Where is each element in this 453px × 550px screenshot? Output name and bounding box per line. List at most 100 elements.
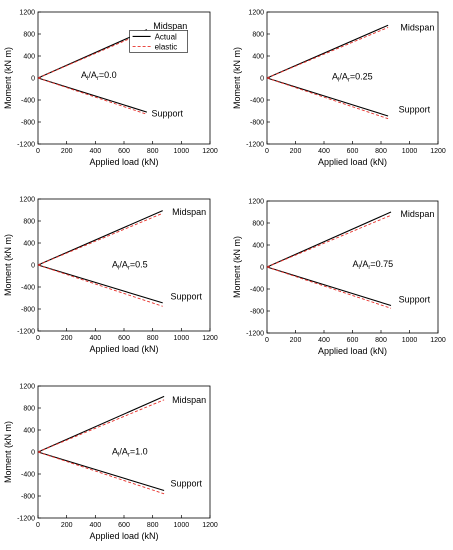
y-axis-label: Moment (kN m) bbox=[232, 236, 242, 298]
panel-2: 0 200 400 600 800 1000 1200 -1200 -800 -400 0 400 80… bbox=[232, 10, 446, 168]
x-tick-label: 800 bbox=[147, 335, 159, 342]
midspan-label: Midspan bbox=[153, 21, 187, 31]
legend-label-elastic: elastic bbox=[155, 42, 178, 51]
y-tick-label: 0 bbox=[31, 263, 35, 270]
y-tick-label: -1200 bbox=[17, 329, 35, 336]
y-tick-label: 400 bbox=[23, 54, 35, 61]
series-line-actual bbox=[37, 29, 148, 79]
support-label: Support bbox=[399, 295, 431, 305]
y-tick-label: 1200 bbox=[19, 10, 35, 17]
ratio-annotation: Al/Ar=1.0 bbox=[112, 447, 148, 459]
legend-label-actual: Actual bbox=[155, 32, 177, 41]
x-axis-label: Applied load (kN) bbox=[89, 344, 158, 354]
x-tick-label: 200 bbox=[290, 148, 302, 155]
x-tick-label: 200 bbox=[61, 522, 73, 529]
midspan-label: Midspan bbox=[172, 395, 206, 405]
x-tick-label: 800 bbox=[375, 148, 387, 155]
y-tick-label: 1200 bbox=[248, 199, 264, 206]
series-line-elastic bbox=[37, 264, 163, 307]
midspan-label: Midspan bbox=[400, 209, 434, 219]
y-tick-label: -400 bbox=[21, 98, 35, 105]
panel-5: 0 200 400 600 800 1000 1200 -1200 -800 -400 0 400 80… bbox=[3, 384, 218, 542]
ratio-annotation: Al/Ar=0.25 bbox=[332, 71, 373, 83]
x-tick-label: 1000 bbox=[174, 522, 190, 529]
y-tick-label: 0 bbox=[260, 265, 264, 272]
x-tick-label: 1200 bbox=[430, 337, 446, 344]
y-tick-label: 800 bbox=[23, 32, 35, 39]
x-tick-label: 400 bbox=[318, 148, 330, 155]
x-tick-label: 800 bbox=[147, 522, 159, 529]
y-axis-label: Moment (kN m) bbox=[3, 234, 13, 296]
x-tick-label: 400 bbox=[89, 148, 101, 155]
y-tick-label: -400 bbox=[250, 287, 264, 294]
y-tick-label: 400 bbox=[23, 428, 35, 435]
y-tick-label: 0 bbox=[260, 76, 264, 83]
x-tick-label: 600 bbox=[118, 335, 130, 342]
panel-1: 0 200 400 600 800 1000 1200 -1200 -800 -400 0 400 80… bbox=[3, 10, 218, 168]
y-tick-label: -800 bbox=[21, 120, 35, 127]
y-tick-label: 800 bbox=[252, 221, 264, 228]
y-tick-label: 0 bbox=[31, 450, 35, 457]
series-line-elastic bbox=[37, 77, 148, 115]
y-tick-label: -800 bbox=[21, 494, 35, 501]
x-tick-label: 0 bbox=[265, 337, 269, 344]
x-tick-label: 600 bbox=[118, 148, 130, 155]
series-line-actual bbox=[266, 211, 392, 268]
y-tick-label: 1200 bbox=[248, 10, 264, 17]
series-line-actual bbox=[37, 264, 163, 304]
y-tick-label: -400 bbox=[21, 472, 35, 479]
midspan-label: Midspan bbox=[172, 207, 206, 217]
x-tick-label: 400 bbox=[89, 335, 101, 342]
x-tick-label: 200 bbox=[61, 335, 73, 342]
x-tick-label: 1000 bbox=[402, 148, 418, 155]
x-tick-label: 0 bbox=[36, 335, 40, 342]
panel-4: 0 200 400 600 800 1000 1200 -1200 -800 -400 0 400 80… bbox=[232, 199, 446, 357]
y-tick-label: -1200 bbox=[17, 142, 35, 149]
panel-3: 0 200 400 600 800 1000 1200 -1200 -800 -400 0 400 80… bbox=[3, 197, 218, 355]
y-tick-label: -1200 bbox=[246, 142, 264, 149]
x-tick-label: 0 bbox=[36, 522, 40, 529]
series-line-elastic bbox=[266, 214, 392, 268]
ratio-annotation: Al/Ar=0.0 bbox=[81, 70, 117, 82]
support-label: Support bbox=[152, 108, 184, 118]
support-label: Support bbox=[399, 104, 431, 114]
y-tick-label: 400 bbox=[23, 241, 35, 248]
ratio-annotation: Al/Ar=0.75 bbox=[353, 259, 394, 271]
series-line-actual bbox=[37, 395, 165, 453]
series-line-elastic bbox=[37, 451, 165, 495]
y-axis-label: Moment (kN m) bbox=[232, 47, 242, 109]
y-tick-label: 800 bbox=[23, 406, 35, 413]
series-line-elastic bbox=[266, 26, 389, 79]
support-label: Support bbox=[170, 478, 202, 488]
ratio-annotation: Al/Ar=0.5 bbox=[112, 260, 148, 272]
x-tick-label: 600 bbox=[347, 148, 359, 155]
x-axis-label: Applied load (kN) bbox=[318, 157, 387, 167]
y-tick-label: 1200 bbox=[19, 197, 35, 204]
x-tick-label: 400 bbox=[89, 522, 101, 529]
y-axis-label: Moment (kN m) bbox=[3, 421, 13, 483]
x-axis-label: Applied load (kN) bbox=[318, 346, 387, 356]
series-line-elastic bbox=[266, 77, 389, 120]
x-axis-label: Applied load (kN) bbox=[89, 531, 158, 541]
x-tick-label: 400 bbox=[318, 337, 330, 344]
series-line-actual bbox=[266, 266, 392, 307]
y-tick-label: 400 bbox=[252, 54, 264, 61]
x-tick-label: 200 bbox=[61, 148, 73, 155]
y-tick-label: -1200 bbox=[17, 516, 35, 523]
y-tick-label: -800 bbox=[250, 309, 264, 316]
x-tick-label: 600 bbox=[118, 522, 130, 529]
x-tick-label: 800 bbox=[375, 337, 387, 344]
x-tick-label: 1200 bbox=[202, 522, 218, 529]
y-tick-label: 800 bbox=[252, 32, 264, 39]
y-tick-label: 0 bbox=[31, 76, 35, 83]
x-tick-label: 1000 bbox=[174, 335, 190, 342]
x-tick-label: 0 bbox=[265, 148, 269, 155]
series-line-actual bbox=[37, 77, 148, 113]
support-label: Support bbox=[170, 291, 202, 301]
series-line-actual bbox=[266, 77, 389, 117]
y-tick-label: -400 bbox=[21, 285, 35, 292]
series-line-elastic bbox=[37, 399, 165, 453]
y-tick-label: -400 bbox=[250, 98, 264, 105]
y-tick-label: 1200 bbox=[19, 384, 35, 391]
